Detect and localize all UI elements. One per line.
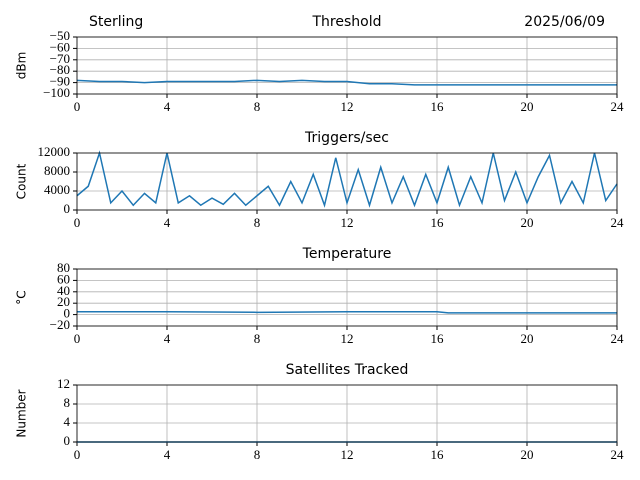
y-tick-label: 0 <box>64 306 71 321</box>
y-axis-label: dBm <box>15 52 29 80</box>
x-tick-label: 0 <box>74 99 81 114</box>
x-tick-label: 4 <box>164 215 171 230</box>
y-axis-label: °C <box>15 290 29 304</box>
x-tick-label: 16 <box>431 99 445 114</box>
x-tick-label: 16 <box>431 215 445 230</box>
x-tick-label: 8 <box>254 447 261 462</box>
x-tick-label: 4 <box>164 447 171 462</box>
x-tick-label: 24 <box>611 99 625 114</box>
x-tick-label: 8 <box>254 99 261 114</box>
data-line <box>76 79 617 86</box>
chart-title: Threshold <box>312 14 382 30</box>
x-tick-label: 12 <box>341 331 354 346</box>
y-tick-label: 4 <box>64 414 71 429</box>
chart-title: Triggers/sec <box>304 130 389 146</box>
x-tick-label: 20 <box>521 215 534 230</box>
x-tick-label: 20 <box>521 331 534 346</box>
x-tick-label: 8 <box>254 215 261 230</box>
y-tick-label: 8 <box>64 395 71 410</box>
x-tick-label: 20 <box>521 447 534 462</box>
y-tick-label: 12000 <box>38 144 71 159</box>
x-tick-label: 24 <box>611 331 625 346</box>
y-axis-label: Count <box>15 163 29 199</box>
x-tick-label: 24 <box>611 447 625 462</box>
y-tick-label: 20 <box>57 294 70 309</box>
axes-frame <box>76 268 618 327</box>
y-tick-label: 4000 <box>44 182 70 197</box>
x-tick-label: 4 <box>164 99 171 114</box>
x-tick-label: 4 <box>164 331 171 346</box>
x-tick-label: 12 <box>341 215 354 230</box>
y-tick-label: 12 <box>57 376 70 391</box>
y-tick-label: 8000 <box>44 163 70 178</box>
chart-title: Satellites Tracked <box>286 362 409 378</box>
y-tick-label: −50 <box>50 28 70 43</box>
x-tick-label: 0 <box>74 447 81 462</box>
y-tick-label: −80 <box>50 62 70 77</box>
x-tick-label: 12 <box>341 99 354 114</box>
chart-title: Temperature <box>302 246 392 262</box>
y-tick-label: 0 <box>64 201 71 216</box>
axes-frame <box>76 36 618 95</box>
axes-frame <box>76 384 618 443</box>
y-tick-label: 40 <box>57 283 70 298</box>
x-tick-label: 8 <box>254 331 261 346</box>
y-tick-label: 80 <box>57 260 70 275</box>
y-axis-label: Number <box>15 389 29 437</box>
x-tick-label: 0 <box>74 331 81 346</box>
title-right: 2025/06/09 <box>524 14 605 30</box>
y-tick-label: −20 <box>50 317 70 332</box>
x-tick-label: 12 <box>341 447 354 462</box>
x-tick-label: 16 <box>431 331 445 346</box>
y-tick-label: 60 <box>57 271 70 286</box>
x-tick-label: 20 <box>521 99 534 114</box>
y-tick-label: −60 <box>50 39 70 54</box>
x-tick-label: 24 <box>611 215 625 230</box>
axes-frame <box>76 152 618 211</box>
y-tick-label: −70 <box>50 51 70 66</box>
y-tick-label: −100 <box>43 85 70 100</box>
y-tick-label: 0 <box>64 433 71 448</box>
x-tick-label: 0 <box>74 215 81 230</box>
x-tick-label: 16 <box>431 447 445 462</box>
title-left: Sterling <box>89 14 143 30</box>
y-tick-label: −90 <box>50 74 70 89</box>
data-line <box>77 311 617 314</box>
